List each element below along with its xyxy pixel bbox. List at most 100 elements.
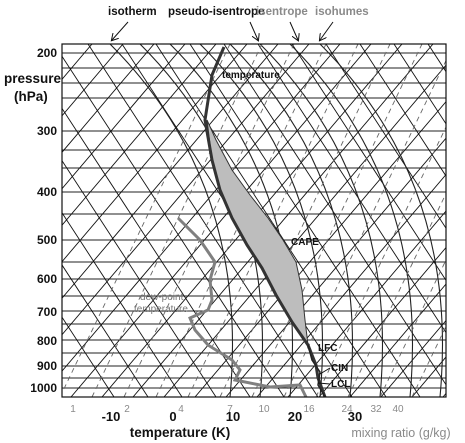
pressure-tick: 1000 — [30, 381, 57, 395]
lcl-annotation: LCL — [331, 379, 350, 390]
temperature-annotation: temperature — [222, 70, 280, 81]
isotherm-line — [349, 283, 446, 397]
mixing-ratio-title: mixing ratio (g/kg) — [351, 426, 450, 440]
temperature-curve — [203, 46, 327, 398]
pressure-tick: 600 — [37, 272, 57, 286]
isentrope-line — [325, 44, 446, 229]
isentrope-line — [223, 44, 446, 386]
mixing-ratio-tick: 1 — [70, 404, 76, 415]
isotherm-line — [318, 246, 446, 397]
cin-leader — [319, 367, 331, 375]
pseudo-isentrope-line — [109, 44, 233, 397]
lcl-leader — [317, 382, 331, 385]
isentrope-line — [62, 264, 149, 397]
temperature-tick: 0 — [169, 409, 176, 424]
isohume-line — [219, 44, 391, 397]
isohume-line — [411, 325, 446, 397]
pseudo-isentrope-arrow — [249, 21, 258, 40]
isentrope-label: isentrope — [256, 6, 308, 18]
pseudo-isentrope-line — [229, 44, 353, 397]
pseudo-isentrope-line — [199, 44, 323, 397]
mixing-ratio-tick: 16 — [303, 404, 315, 415]
pressure-tick: 200 — [37, 46, 57, 60]
isohume-line — [123, 44, 295, 397]
isotherm-arrow — [112, 21, 129, 40]
isotherm-line — [70, 44, 372, 397]
isohume-line — [91, 44, 263, 397]
isentrope-line — [62, 159, 217, 397]
isotherm-line — [62, 44, 248, 263]
y-axis-title-line2: (hPa) — [14, 89, 48, 104]
y-axis-title-line1: pressure — [4, 71, 62, 86]
pseudo-isentrope-line — [289, 44, 413, 397]
isentrope-line — [393, 44, 446, 125]
parcel-curve — [307, 344, 326, 398]
isotherm-line — [62, 44, 124, 117]
isohume-line — [379, 258, 446, 397]
mixing-ratio-tick: 7 — [227, 404, 233, 415]
plot-frame — [61, 43, 447, 398]
isohumes-arrow — [320, 21, 334, 40]
temperature-tick: -10 — [102, 409, 121, 424]
mixing-ratio-tick: 40 — [392, 404, 404, 415]
isotherm-line — [194, 100, 446, 397]
temperature-ticks: -10 0 10 20 30 — [102, 409, 363, 424]
isentrope-line — [87, 44, 319, 397]
isotherm-line — [225, 137, 446, 397]
isentrope-line — [62, 212, 183, 397]
isentrope-line — [155, 44, 387, 397]
isohume-line — [347, 192, 446, 397]
mixing-ratio-tick: 24 — [341, 404, 353, 415]
temperature-tick: 20 — [288, 409, 302, 424]
mixing-ratio-ticks: 1 2 4 7 10 16 24 32 40 — [70, 404, 404, 415]
pseudo-isentrope-label: pseudo-isentrope — [168, 6, 264, 18]
isentrope-line — [62, 55, 285, 397]
isohume-line — [251, 44, 423, 397]
pressure-ticks: 200 300 400 500 600 700 800 900 1000 — [30, 46, 57, 395]
mixing-ratio-tick: 2 — [124, 404, 130, 415]
isotherm-line — [62, 44, 217, 226]
isotherm-line — [62, 44, 341, 372]
isotherm-line — [62, 44, 310, 336]
dewpoint-curve — [176, 216, 308, 398]
pressure-tick: 500 — [37, 233, 57, 247]
dewpoint-annotation-line1: dew-point — [140, 292, 184, 303]
isentrope-line — [291, 44, 446, 282]
isotherm-line — [380, 319, 446, 397]
lfc-annotation: LFC — [318, 343, 337, 354]
isotherm-line — [163, 64, 446, 397]
isentrope-line — [62, 107, 251, 397]
isotherm-line — [287, 210, 446, 397]
pressure-tick: 900 — [37, 359, 57, 373]
isentrope-line — [189, 44, 421, 397]
isotherm-line — [62, 44, 186, 190]
dewpoint-annotation-line2: temperature — [134, 304, 188, 315]
isotherm-label: isotherm — [108, 6, 157, 18]
isohume-line — [187, 44, 359, 397]
cape-annotation: CAPE — [291, 237, 319, 248]
isotherm-line — [132, 44, 434, 397]
isentrope-line — [62, 316, 115, 397]
temperature-tick: 10 — [226, 409, 240, 424]
isohume-line — [283, 59, 446, 397]
isotherm-line — [62, 44, 155, 153]
temperature-tick: 30 — [348, 409, 362, 424]
mixing-ratio-tick: 32 — [370, 404, 382, 415]
isohume-line — [62, 44, 231, 394]
pressure-tick: 700 — [37, 305, 57, 319]
x-axis-title: temperature (K) — [130, 425, 231, 440]
isohume-line — [155, 44, 327, 397]
isentrope-line — [257, 44, 446, 334]
cin-annotation: CIN — [331, 363, 348, 374]
mixing-ratio-tick: 4 — [178, 404, 184, 415]
isohume-line — [315, 126, 446, 397]
isentrope-arrow — [289, 21, 298, 40]
pseudo-isentrope-line — [319, 44, 443, 397]
pseudo-isentrope-line — [259, 44, 383, 397]
pressure-tick: 300 — [37, 124, 57, 138]
isohumes-label: isohumes — [315, 6, 369, 18]
pressure-tick: 800 — [37, 334, 57, 348]
mixing-ratio-tick: 10 — [258, 404, 270, 415]
pressure-tick: 400 — [37, 185, 57, 199]
